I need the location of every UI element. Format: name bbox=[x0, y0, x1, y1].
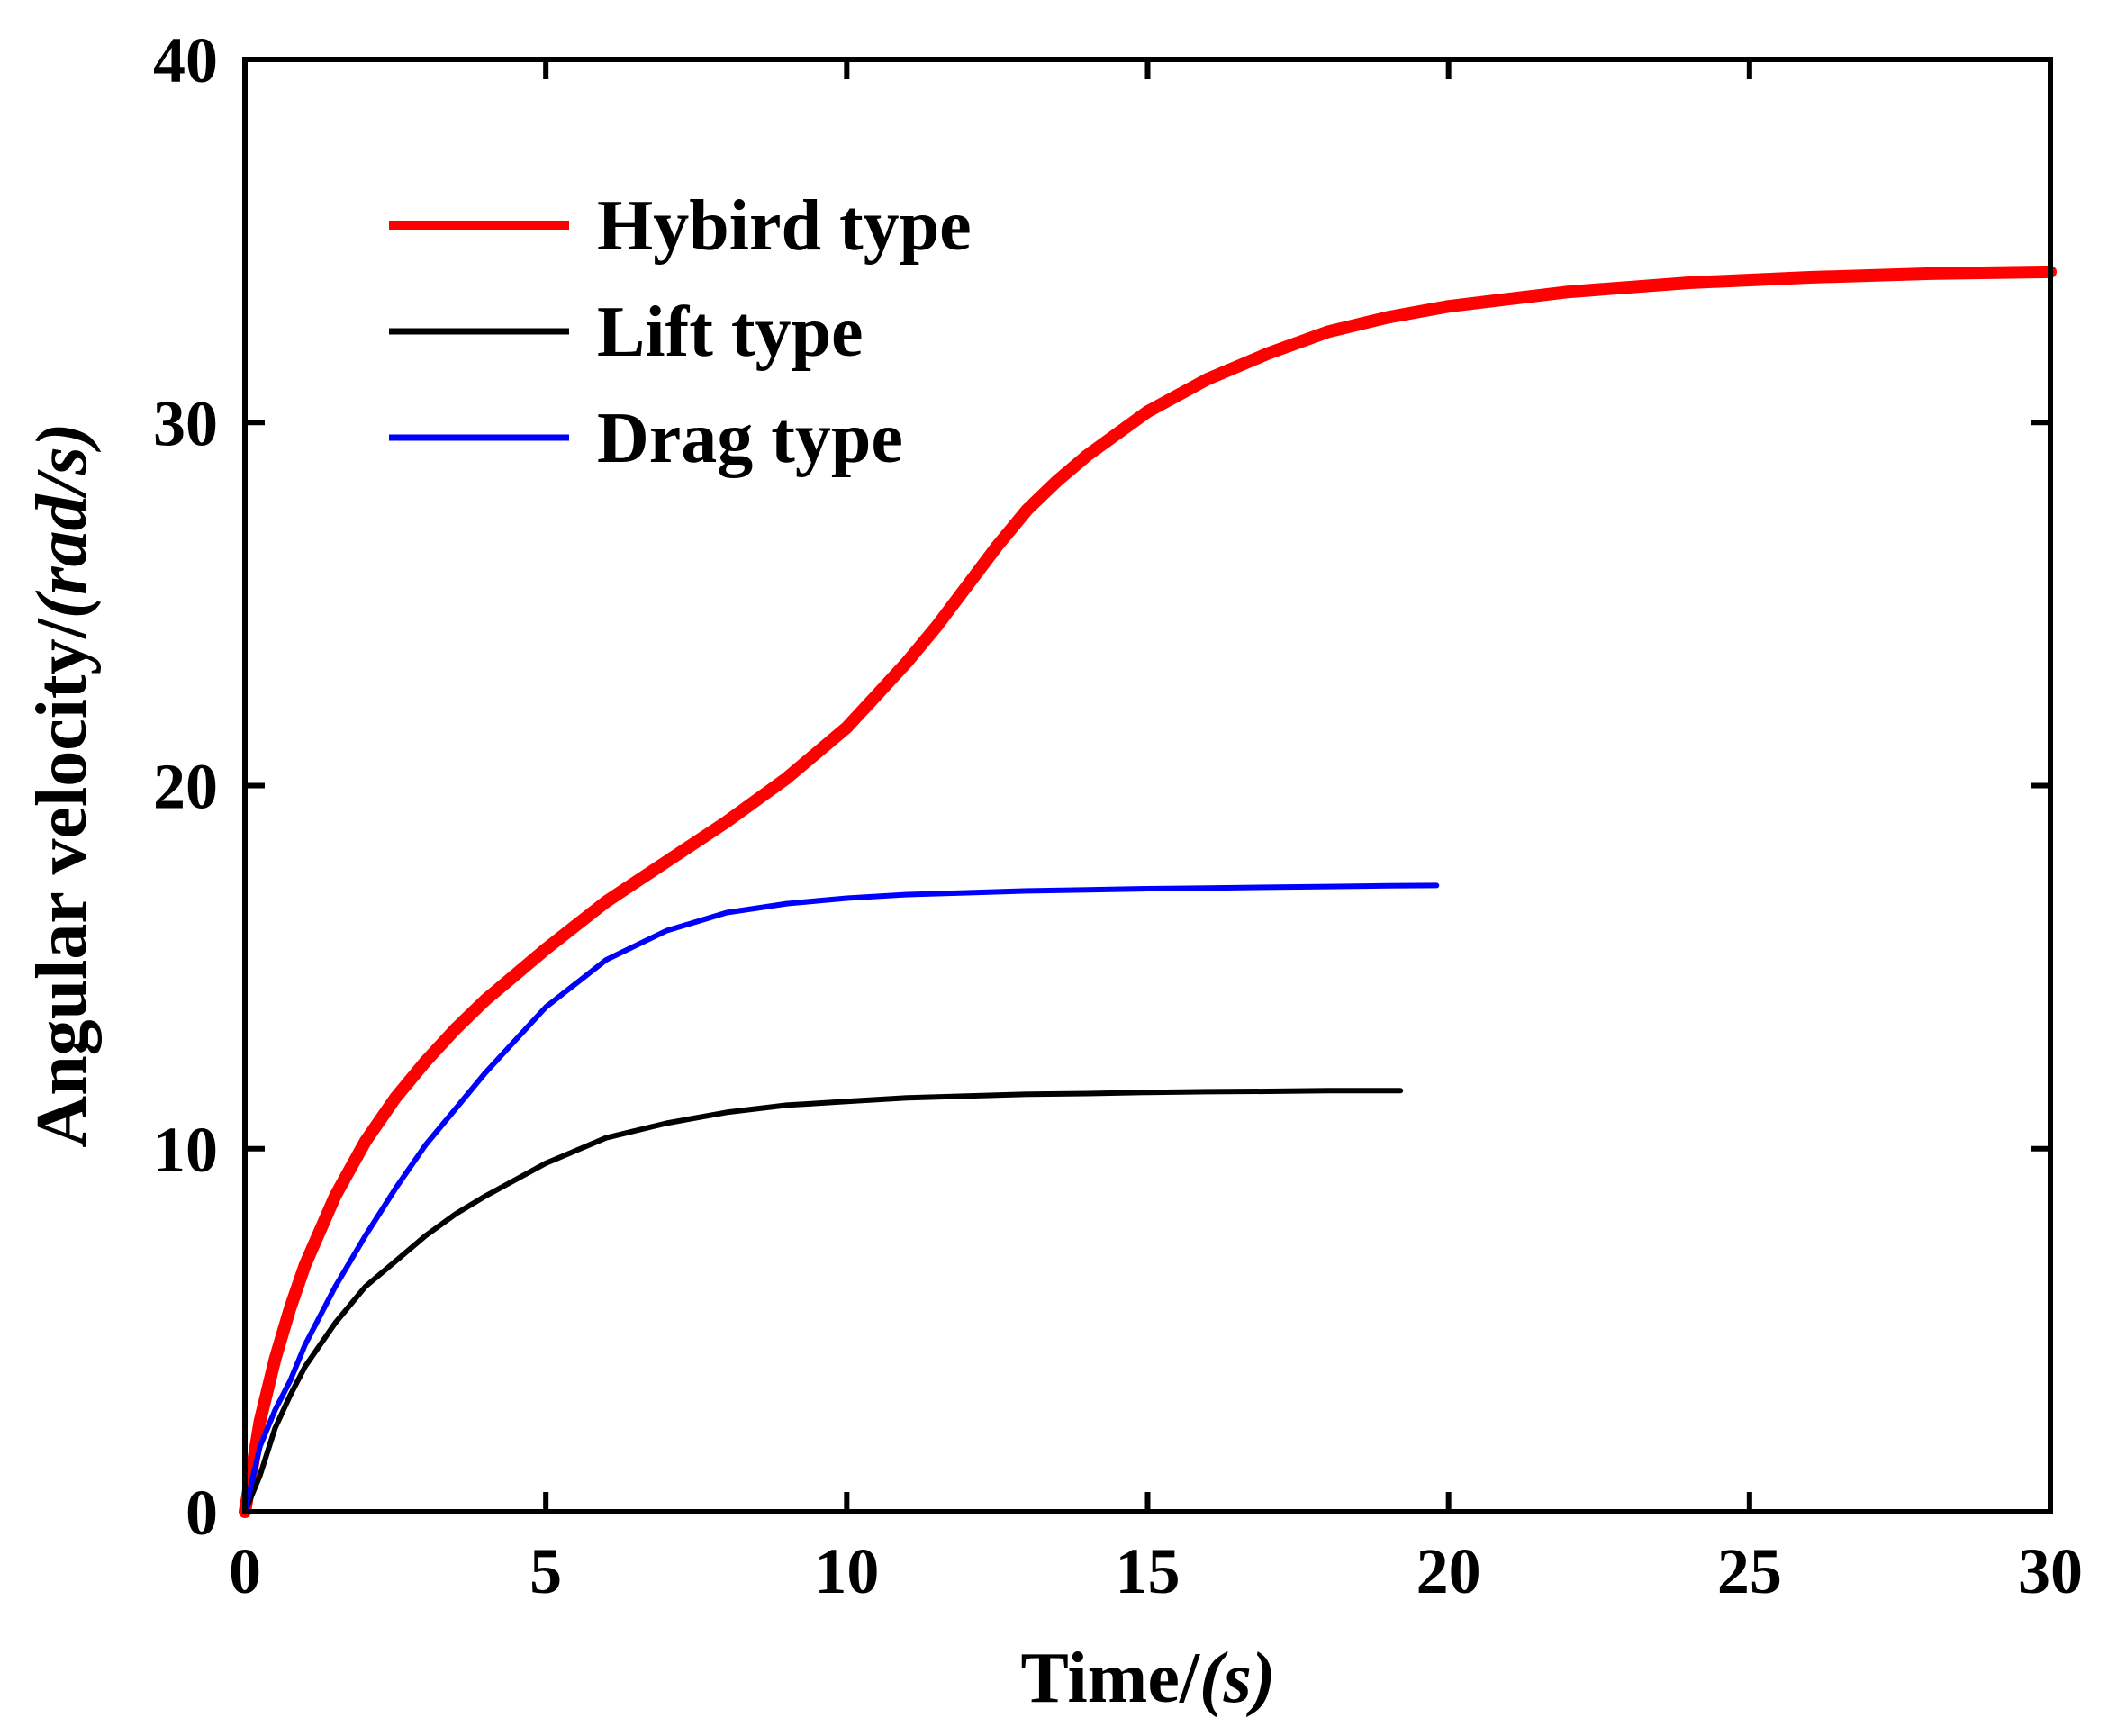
series-layer bbox=[239, 265, 2057, 1518]
legend-label-hybird-type: Hybird type bbox=[597, 186, 972, 266]
x-tick-label: 20 bbox=[1416, 1535, 1481, 1607]
legend: Hybird type Lift type Drag type bbox=[389, 186, 972, 478]
y-axis-title-text: Angular velocity/ bbox=[23, 617, 102, 1147]
x-tick-label: 0 bbox=[229, 1535, 261, 1607]
x-tick-label: 10 bbox=[814, 1535, 879, 1607]
x-tick-label: 25 bbox=[1717, 1535, 1782, 1607]
y-tick-label: 20 bbox=[153, 751, 218, 823]
series-line-drag-type bbox=[242, 882, 1440, 1514]
y-axis-title-unit: (rad/s) bbox=[23, 422, 102, 619]
legend-label-lift-type: Lift type bbox=[597, 293, 864, 372]
x-tick-label: 30 bbox=[2018, 1535, 2083, 1607]
series-line-hybird-type bbox=[239, 265, 2057, 1518]
y-tick-label: 10 bbox=[153, 1114, 218, 1186]
x-axis-title-unit: (s) bbox=[1199, 1639, 1275, 1718]
y-tick-label: 30 bbox=[153, 387, 218, 459]
x-tick-label: 15 bbox=[1116, 1535, 1181, 1607]
y-tick-label: 40 bbox=[153, 24, 218, 96]
x-axis-title-text: Time/ bbox=[1021, 1639, 1201, 1718]
series-line-lift-type bbox=[242, 1088, 1404, 1514]
y-axis-title: Angular velocity/(rad/s) bbox=[23, 422, 102, 1147]
x-tick-label: 5 bbox=[529, 1535, 562, 1607]
axis-ticks: 0 5 10 15 20 25 30 0 10 20 30 40 bbox=[153, 24, 2083, 1607]
y-tick-label: 0 bbox=[185, 1477, 218, 1549]
x-axis-title: Time/(s) bbox=[1021, 1639, 1276, 1718]
legend-label-drag-type: Drag type bbox=[597, 399, 903, 478]
